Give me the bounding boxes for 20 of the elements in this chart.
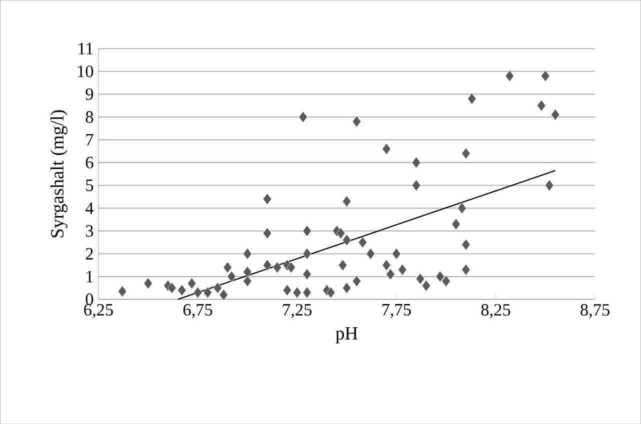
x-tick-label: 8,25 (481, 304, 510, 318)
y-tick-label: 7 (86, 134, 94, 146)
x-axis-title: pH (336, 327, 358, 344)
y-axis-title: Syrgashalt (mg/l) (50, 110, 68, 238)
x-tick-label: 6,75 (183, 304, 212, 318)
y-tick-label: 4 (85, 202, 94, 214)
x-tick-label: 6,25 (84, 304, 113, 318)
x-tick-label: 8,75 (580, 304, 610, 318)
y-tick-label: 2 (86, 248, 93, 260)
y-tick-label: 8 (86, 111, 94, 123)
y-tick-label: 0 (86, 293, 94, 306)
y-tick-label: 6 (86, 156, 94, 168)
y-tick-label: 10 (78, 65, 94, 78)
x-tick-label: 7,25 (283, 304, 312, 318)
y-tick-label: 5 (86, 180, 94, 191)
x-tick-label: 7,75 (382, 304, 411, 318)
y-tick-label: 1 (86, 270, 93, 282)
y-tick-label: 3 (86, 225, 94, 237)
y-tick-label: 11 (78, 42, 93, 54)
y-tick-label: 9 (86, 88, 94, 100)
